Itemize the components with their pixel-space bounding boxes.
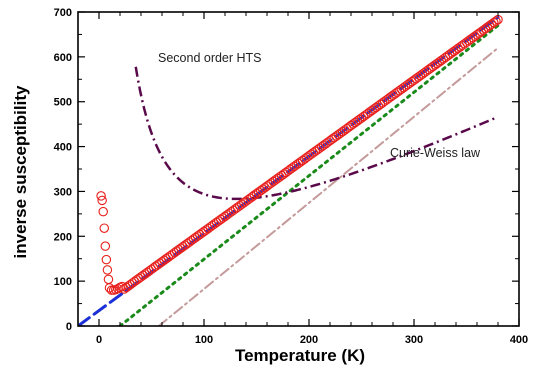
x-tick-label: 400 [510,334,528,346]
data-point [96,191,106,201]
x-tick-label: 300 [405,334,423,346]
plot-area [77,11,520,327]
y-tick-label: 200 [54,231,72,243]
series-curve-second-order [134,66,498,201]
x-axis-title: Temperature (K) [235,346,365,365]
data-point [97,195,107,206]
series-line-dash-dot [157,46,499,326]
data-point [491,16,501,26]
annotation-curie-weiss: Curie-Weiss law [390,146,481,160]
y-axis-title: inverse susceptibility [11,85,30,258]
data-point [99,223,110,233]
annotation-second-order: Second order HTS [158,51,262,65]
y-tick-label: 600 [54,52,72,64]
data-point [103,274,114,285]
data-point [101,254,112,265]
x-tick-label: 0 [96,334,102,346]
y-tick-label: 0 [66,321,72,333]
x-tick-label: 100 [195,334,213,346]
data-point [102,265,113,275]
series-line-dotted [118,23,500,326]
y-tick-label: 400 [54,142,72,154]
x-axis: 0 100 200 300 400 [96,12,528,346]
data-point [98,206,108,217]
data-point [100,241,111,251]
series-points [96,14,503,295]
y-tick-label: 100 [54,276,72,288]
y-tick-label: 500 [54,97,72,109]
x-tick-label: 200 [300,334,318,346]
y-tick-label: 700 [54,7,72,19]
y-tick-label: 300 [54,186,72,198]
y-axis: 0 100 200 300 400 500 600 700 [54,7,519,333]
